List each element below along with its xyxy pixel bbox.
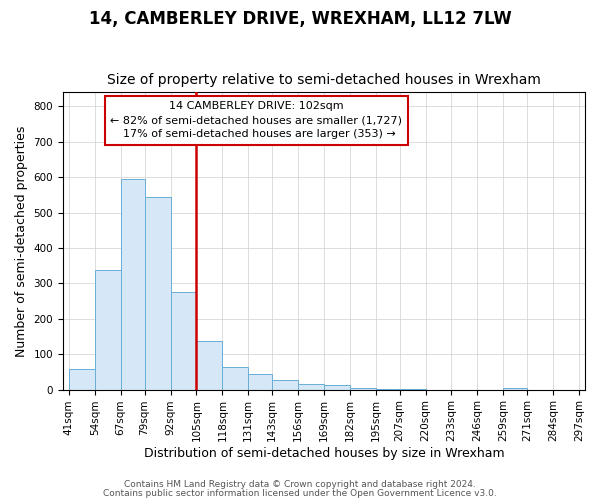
X-axis label: Distribution of semi-detached houses by size in Wrexham: Distribution of semi-detached houses by …: [143, 447, 504, 460]
Bar: [272, 380, 298, 390]
Bar: [170, 292, 196, 390]
Bar: [324, 385, 350, 390]
Bar: [145, 198, 170, 390]
Bar: [223, 366, 248, 390]
Bar: [121, 179, 145, 390]
Bar: [196, 341, 223, 390]
Text: Contains HM Land Registry data © Crown copyright and database right 2024.: Contains HM Land Registry data © Crown c…: [124, 480, 476, 489]
Bar: [503, 388, 527, 390]
Bar: [69, 370, 95, 390]
Text: 14, CAMBERLEY DRIVE, WREXHAM, LL12 7LW: 14, CAMBERLEY DRIVE, WREXHAM, LL12 7LW: [89, 10, 511, 28]
Bar: [248, 374, 272, 390]
Text: 14 CAMBERLEY DRIVE: 102sqm
← 82% of semi-detached houses are smaller (1,727)
  1: 14 CAMBERLEY DRIVE: 102sqm ← 82% of semi…: [110, 102, 402, 140]
Title: Size of property relative to semi-detached houses in Wrexham: Size of property relative to semi-detach…: [107, 73, 541, 87]
Bar: [350, 388, 376, 390]
Bar: [95, 270, 121, 390]
Y-axis label: Number of semi-detached properties: Number of semi-detached properties: [15, 126, 28, 356]
Bar: [298, 384, 324, 390]
Bar: [376, 389, 400, 390]
Text: Contains public sector information licensed under the Open Government Licence v3: Contains public sector information licen…: [103, 488, 497, 498]
